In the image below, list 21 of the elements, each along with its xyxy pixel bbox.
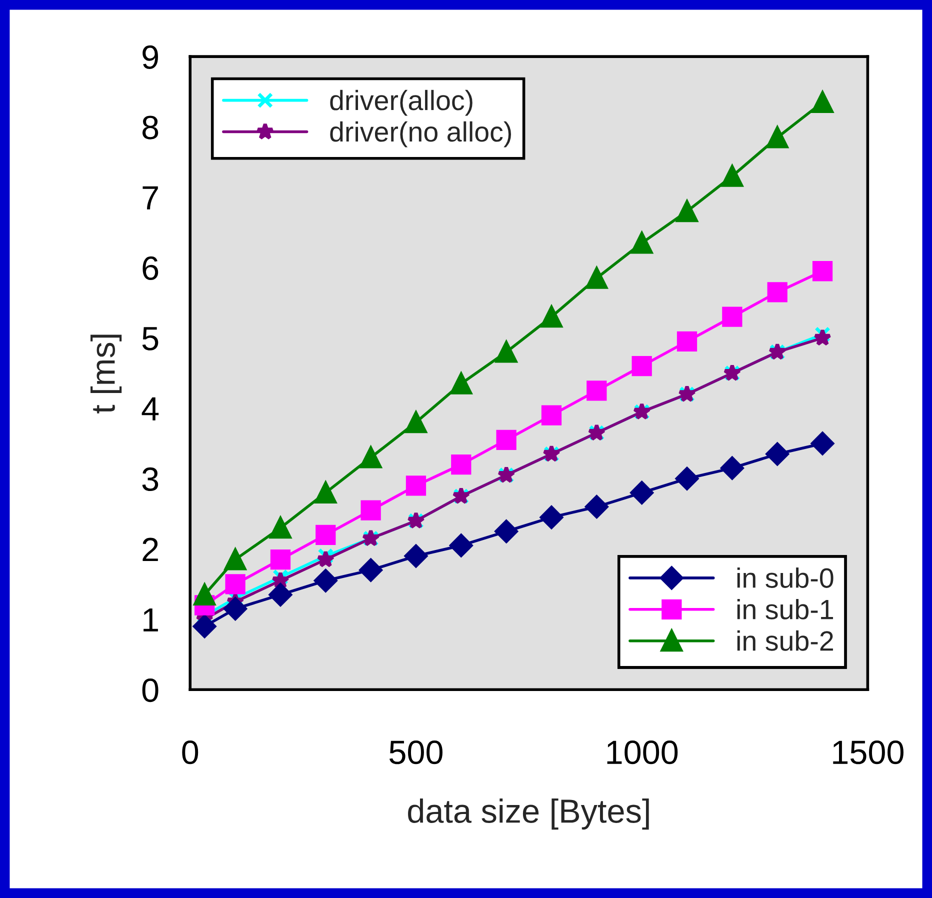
legend-label: in sub-0 <box>737 568 834 588</box>
y-tick-label: 4 <box>142 397 159 420</box>
legend-label: driver(alloc) <box>330 90 472 116</box>
x-tick-label: 500 <box>390 740 442 764</box>
y-tick-label: 7 <box>142 186 158 210</box>
y-tick-label: 2 <box>142 538 158 562</box>
y-axis-title: t [ms] <box>90 334 122 414</box>
y-tick-label: 3 <box>142 467 158 492</box>
y-tick-label: 6 <box>142 256 158 280</box>
legend-label: in sub-1 <box>737 598 834 620</box>
x-tick-label: 1500 <box>833 740 904 764</box>
legend-label: driver(no alloc) <box>330 121 511 148</box>
y-tick-label: 8 <box>142 116 158 140</box>
y-tick-label: 9 <box>142 45 158 69</box>
x-axis-title: data size [Bytes] <box>408 798 649 830</box>
x-tick-label: 0 <box>182 740 198 764</box>
legend-label: in sub-2 <box>737 630 833 651</box>
y-tick-label: 5 <box>142 327 158 350</box>
y-tick-label: 0 <box>142 678 158 702</box>
x-tick-label: 1000 <box>607 740 678 764</box>
y-tick-label: 1 <box>144 608 158 632</box>
